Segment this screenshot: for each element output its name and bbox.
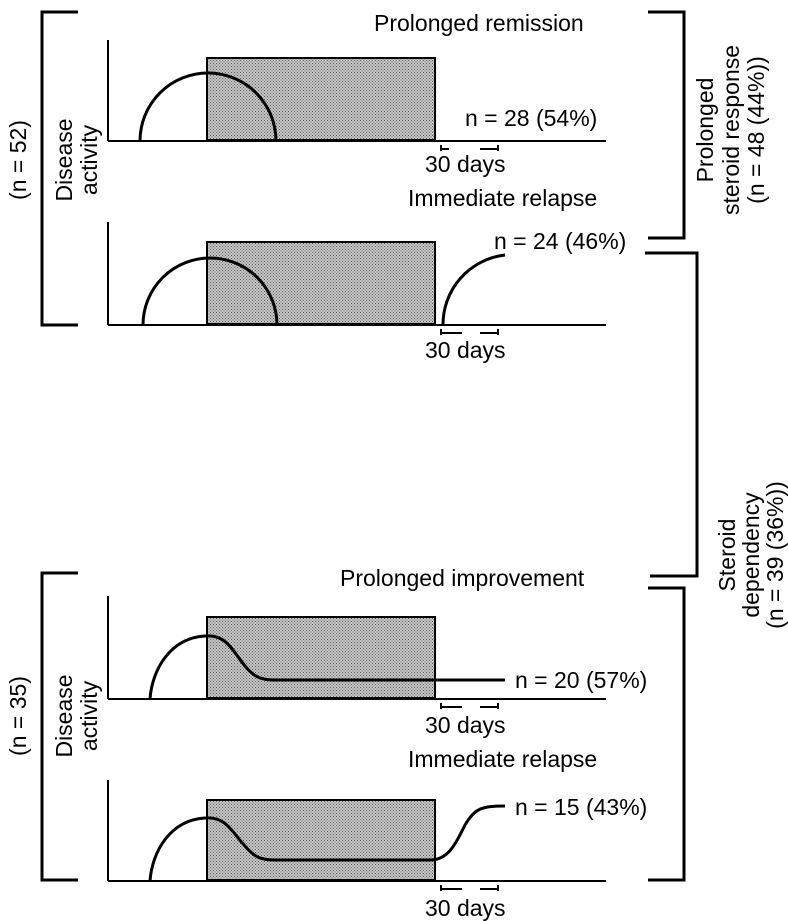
- thirty-days-label: 30 days: [425, 337, 506, 363]
- steroid-treatment-period: [206, 616, 436, 699]
- panel-title: Prolonged remission: [374, 10, 584, 36]
- relapse-curve: [441, 253, 506, 326]
- patient-count: n = 15 (43%): [515, 794, 647, 820]
- prolonged-response-label-line3: (n = 48 (44%)): [743, 56, 769, 204]
- disease-activity-curve: [148, 804, 506, 882]
- thirty-day-marker: [440, 885, 499, 891]
- panel-title: Immediate relapse: [408, 746, 597, 772]
- group-2-axis-label-line1: Disease: [51, 674, 77, 757]
- thirty-day-marker: [440, 703, 499, 709]
- group-1-n-label: (n = 52): [5, 120, 31, 200]
- steroid-treatment-period: [206, 241, 436, 325]
- group-2: (n = 35) Disease activity Prolonged impr…: [5, 565, 647, 921]
- thirty-days-label: 30 days: [425, 895, 506, 921]
- steroid-dependency-label-line1: Steroid: [714, 519, 740, 592]
- prolonged-response-label-line1: Prolonged: [692, 78, 718, 183]
- steroid-treatment-period: [206, 57, 436, 141]
- thirty-days-label: 30 days: [425, 151, 506, 177]
- panel-prolonged-remission: Prolonged remission n = 28 (54%) 30 days: [107, 10, 606, 177]
- panel-immediate-relapse-2: Immediate relapse n = 15 (43%) 30 days: [107, 746, 647, 921]
- patient-count: n = 24 (46%): [494, 228, 626, 254]
- prolonged-response-bracket: [648, 10, 686, 240]
- group-1-axis-label-line1: Disease: [51, 118, 77, 201]
- group-2-axis-label-line2: activity: [76, 680, 102, 751]
- group-1-left-bracket: [40, 10, 78, 327]
- panel-prolonged-improvement: Prolonged improvement n = 20 (57%) 30 da…: [107, 565, 647, 738]
- patient-count: n = 20 (57%): [515, 667, 647, 693]
- steroid-dependency-bracket-lower: [648, 586, 686, 882]
- right-brackets: Prolonged steroid response (n = 48 (44%)…: [645, 10, 788, 882]
- group-2-left-bracket: [40, 571, 78, 882]
- patient-count: n = 28 (54%): [465, 105, 597, 131]
- panel-immediate-relapse-1: Immediate relapse n = 24 (46%) 30 days: [107, 185, 626, 363]
- steroid-dependency-label-line3: (n = 39 (36%)): [762, 481, 788, 629]
- steroid-dependency-label-line2: dependency: [738, 492, 764, 618]
- group-2-n-label: (n = 35): [5, 676, 31, 756]
- steroid-dependency-bracket: [645, 251, 699, 578]
- group-1-axis-label-line2: activity: [76, 124, 102, 195]
- panel-title: Immediate relapse: [408, 185, 597, 211]
- group-1: (n = 52) Disease activity Prolonged remi…: [5, 10, 626, 363]
- disease-activity-curve: [138, 71, 278, 142]
- disease-activity-curve: [148, 634, 505, 700]
- panel-title: Prolonged improvement: [340, 565, 585, 591]
- thirty-day-marker: [440, 329, 499, 335]
- prolonged-response-label-line2: steroid response: [718, 45, 744, 215]
- disease-activity-curve: [141, 256, 279, 326]
- thirty-days-label: 30 days: [425, 712, 506, 738]
- thirty-day-marker: [440, 145, 499, 151]
